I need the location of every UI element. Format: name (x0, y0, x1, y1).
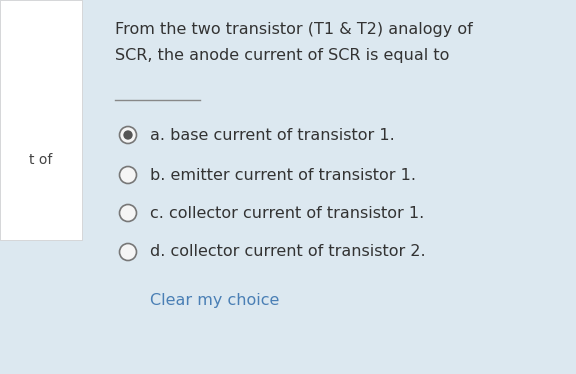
Ellipse shape (119, 126, 137, 144)
Ellipse shape (119, 166, 137, 184)
Text: SCR, the anode current of SCR is equal to: SCR, the anode current of SCR is equal t… (115, 48, 449, 63)
Text: c. collector current of transistor 1.: c. collector current of transistor 1. (150, 205, 425, 221)
Ellipse shape (123, 130, 132, 140)
Text: Clear my choice: Clear my choice (150, 292, 279, 307)
Text: b. emitter current of transistor 1.: b. emitter current of transistor 1. (150, 168, 416, 183)
FancyBboxPatch shape (100, 5, 571, 364)
Text: a. base current of transistor 1.: a. base current of transistor 1. (150, 128, 395, 142)
Text: t of: t of (29, 153, 52, 167)
Ellipse shape (119, 205, 137, 221)
Ellipse shape (119, 243, 137, 261)
Text: From the two transistor (T1 & T2) analogy of: From the two transistor (T1 & T2) analog… (115, 22, 473, 37)
FancyBboxPatch shape (0, 0, 82, 240)
Text: d. collector current of transistor 2.: d. collector current of transistor 2. (150, 245, 426, 260)
